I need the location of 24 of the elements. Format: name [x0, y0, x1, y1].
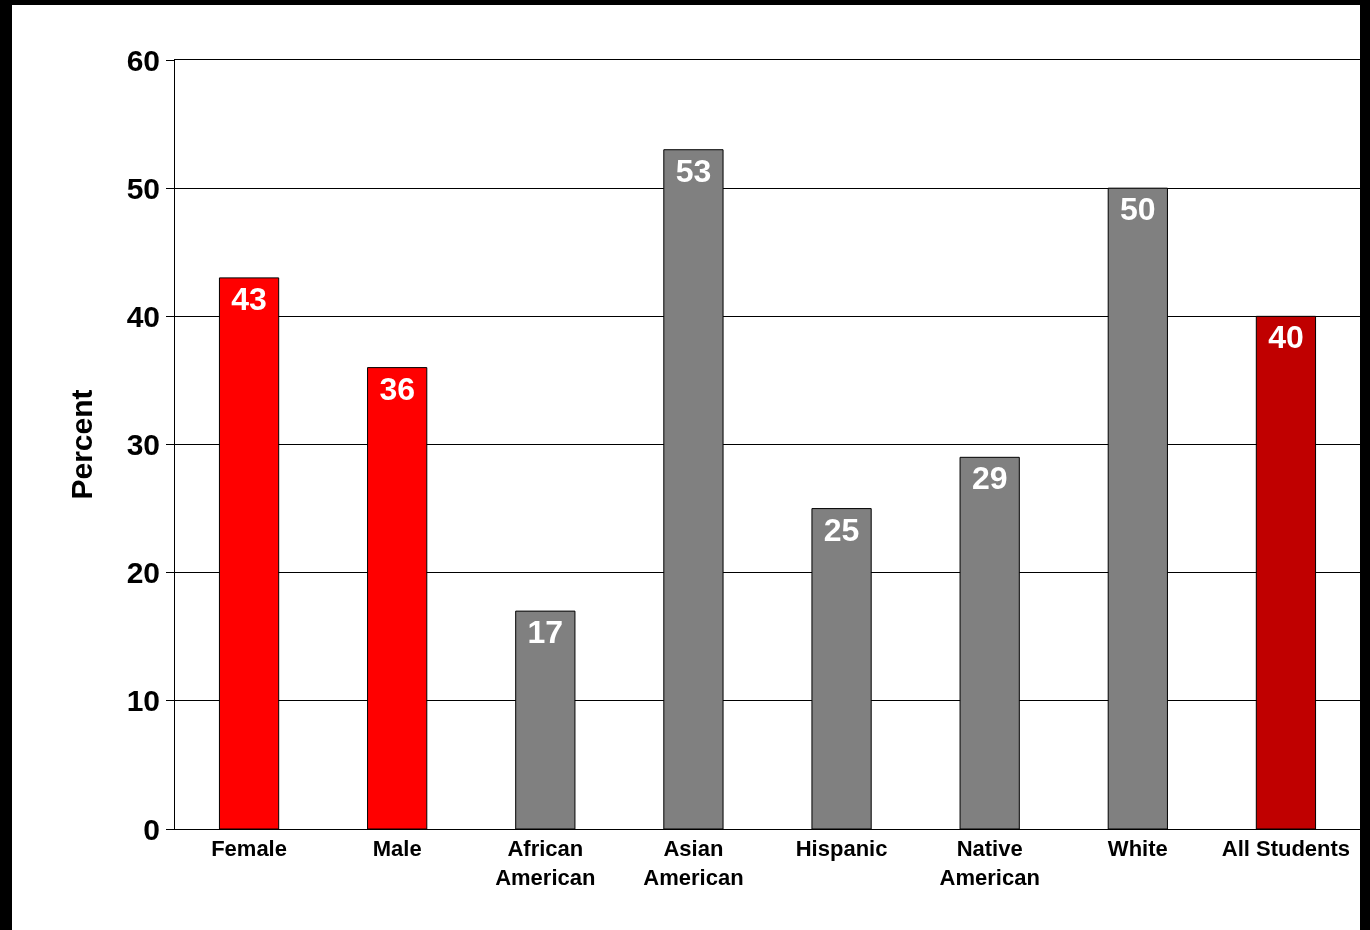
data-label: 36 [379, 370, 415, 407]
y-axis-title: Percent [64, 389, 98, 500]
y-tick-label: 60 [126, 43, 160, 77]
y-tick-label: 0 [143, 812, 160, 846]
y-tick-label: 10 [126, 684, 160, 718]
x-tick-label: Native American [939, 836, 1040, 890]
x-tick-label: All Students [1221, 836, 1351, 862]
x-tick-label: Male [372, 836, 422, 862]
x-tick-label: Asian American [643, 836, 744, 890]
x-tick-label: African American [495, 836, 596, 890]
data-label: 43 [231, 280, 267, 317]
y-tick-label: 30 [126, 428, 160, 461]
data-label: 29 [971, 460, 1008, 497]
x-tick-label: Hispanic [795, 836, 888, 862]
y-tick-label: 40 [126, 299, 160, 333]
data-label: 50 [1120, 191, 1156, 228]
x-tick-label: Female [211, 836, 287, 862]
y-tick-label: 50 [126, 171, 160, 205]
data-label: 17 [527, 614, 564, 651]
data-label: 40 [1268, 319, 1304, 356]
y-tick-label: 20 [126, 556, 160, 590]
data-label: 25 [823, 511, 860, 548]
x-tick-label: White [1107, 836, 1168, 862]
data-label: 53 [675, 152, 712, 189]
